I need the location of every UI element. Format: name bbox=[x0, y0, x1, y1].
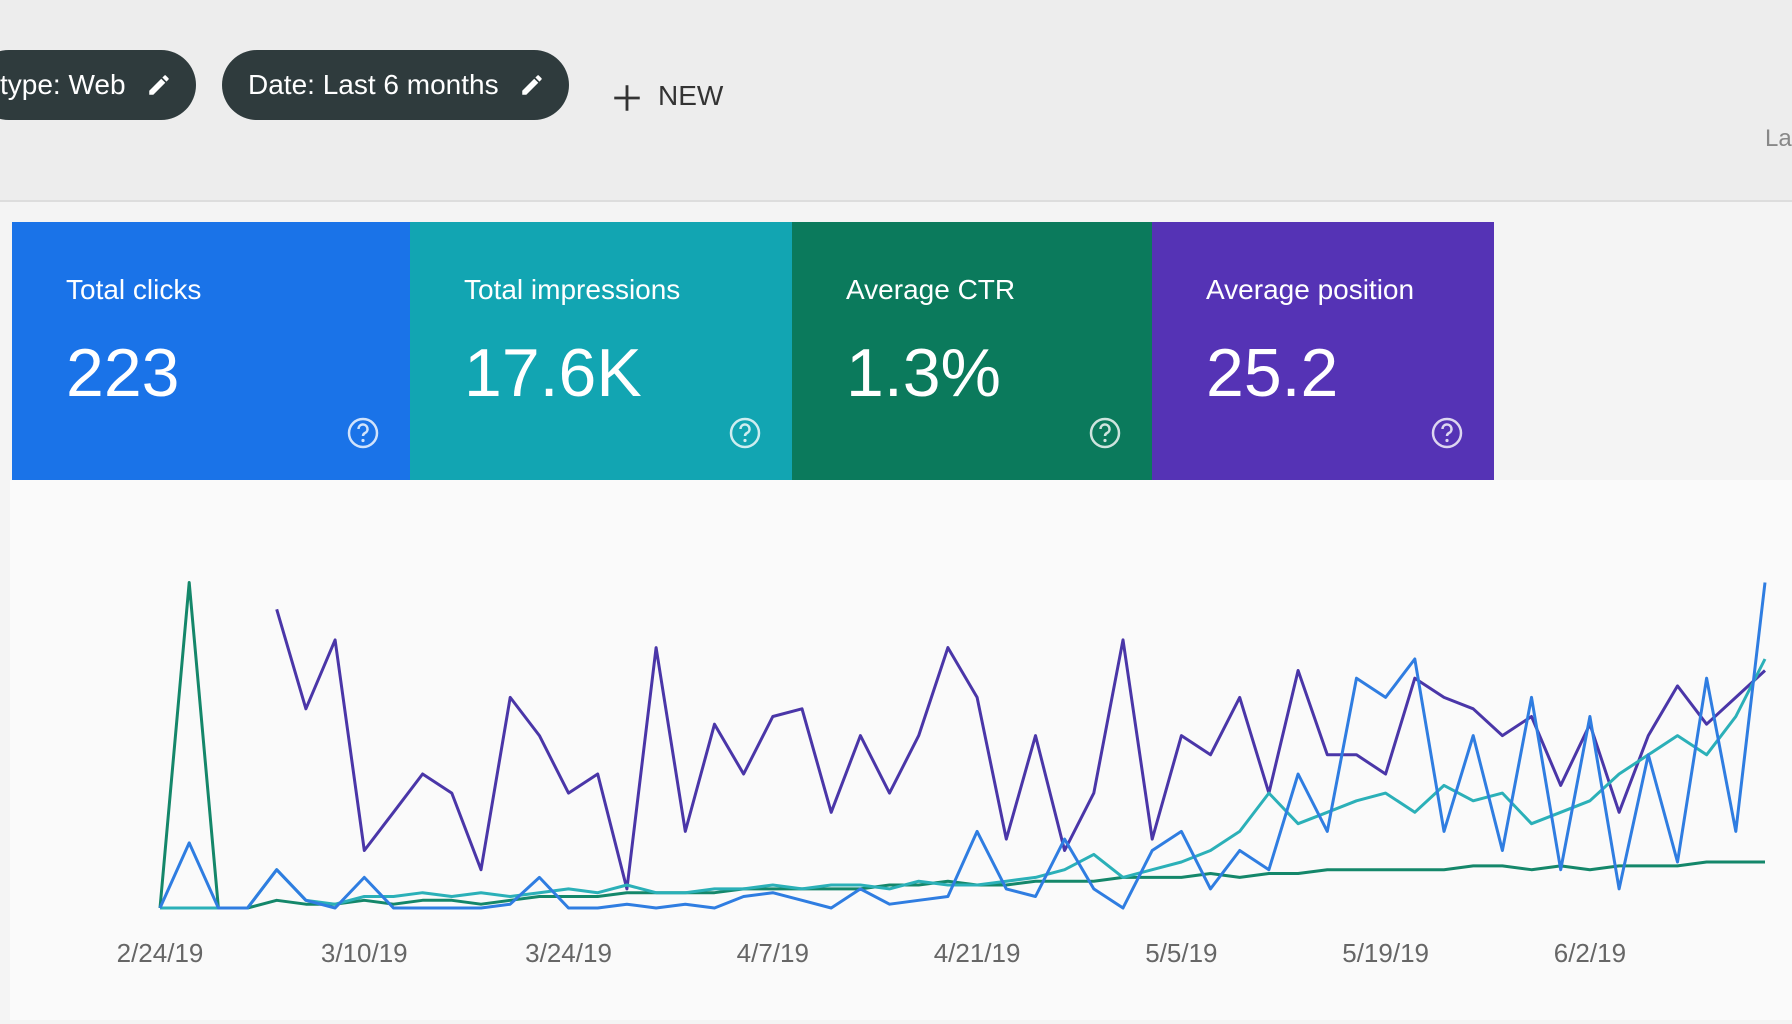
new-label: NEW bbox=[658, 80, 724, 111]
help-icon[interactable] bbox=[346, 416, 380, 450]
new-button[interactable]: NEW bbox=[610, 80, 723, 115]
partial-label: La bbox=[1765, 125, 1792, 152]
filter-bar: type: Web Date: Last 6 months NEW La bbox=[0, 0, 1792, 202]
metric-card[interactable]: Average CTR 1.3% bbox=[792, 222, 1152, 480]
x-tick-label: 2/24/19 bbox=[117, 938, 204, 968]
x-tick-label: 3/24/19 bbox=[525, 938, 612, 968]
card-value: 25.2 bbox=[1206, 335, 1339, 411]
chip-label: Date: Last 6 months bbox=[248, 69, 499, 100]
help-icon[interactable] bbox=[1088, 416, 1122, 450]
card-label: Total impressions bbox=[464, 274, 681, 305]
x-tick-label: 5/19/19 bbox=[1342, 938, 1429, 968]
card-label: Average position bbox=[1206, 274, 1415, 305]
x-tick-label: 5/5/19 bbox=[1145, 938, 1217, 968]
x-tick-label: 4/21/19 bbox=[934, 938, 1021, 968]
card-value: 223 bbox=[66, 335, 180, 411]
edit-icon bbox=[521, 75, 542, 95]
help-icon[interactable] bbox=[1430, 416, 1464, 450]
card-value: 17.6K bbox=[464, 335, 642, 411]
metric-card[interactable]: Average position 25.2 bbox=[1152, 222, 1494, 480]
filter-chip[interactable]: type: Web bbox=[0, 50, 196, 120]
filter-chip[interactable]: Date: Last 6 months bbox=[222, 50, 569, 120]
chip-label: type: Web bbox=[0, 69, 126, 100]
x-tick-label: 3/10/19 bbox=[321, 938, 408, 968]
x-tick-label: 6/2/19 bbox=[1554, 938, 1626, 968]
plus-icon bbox=[614, 84, 640, 111]
series-line bbox=[275, 608, 1767, 891]
edit-icon bbox=[148, 75, 169, 95]
card-label: Average CTR bbox=[846, 274, 1016, 305]
x-tick-label: 4/7/19 bbox=[737, 938, 809, 968]
series-line bbox=[158, 582, 1767, 910]
card-value: 1.3% bbox=[846, 335, 1001, 411]
series-line bbox=[158, 581, 1765, 910]
help-icon[interactable] bbox=[728, 416, 762, 450]
metric-card[interactable]: Total clicks 223 bbox=[12, 222, 410, 480]
chart-panel bbox=[10, 480, 1792, 1020]
card-label: Total clicks bbox=[66, 274, 202, 305]
series-line bbox=[160, 658, 1767, 910]
metric-card[interactable]: Total impressions 17.6K bbox=[410, 222, 792, 480]
